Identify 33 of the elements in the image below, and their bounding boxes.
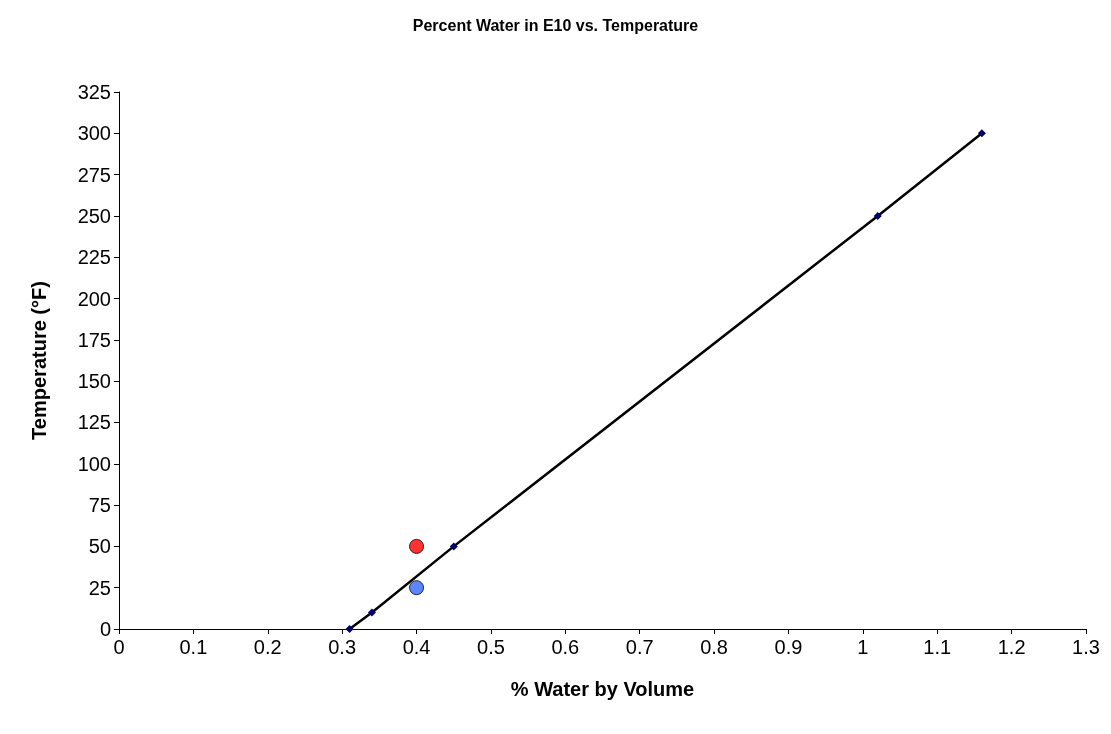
y-tick-label: 300 bbox=[77, 122, 111, 145]
y-tick-label: 250 bbox=[77, 204, 111, 227]
y-tick-label: 75 bbox=[88, 494, 111, 517]
y-tick-label: 100 bbox=[77, 452, 111, 475]
point bbox=[409, 580, 425, 596]
y-tick-label: 0 bbox=[99, 618, 111, 640]
y-tick-label: 150 bbox=[77, 370, 111, 393]
x-tick-label: 1.3 bbox=[1072, 636, 1100, 658]
x-tick-label: 0.3 bbox=[328, 636, 357, 658]
y-tick-label: 25 bbox=[88, 576, 111, 599]
chart-title: Percent Water in E10 vs. Temperature bbox=[412, 16, 699, 34]
x-tick-label: 0.6 bbox=[551, 636, 580, 658]
x-tick-label: 0.2 bbox=[253, 636, 282, 658]
x-tick-label: 0.7 bbox=[625, 636, 654, 658]
y-tick-label: 175 bbox=[77, 328, 111, 351]
y-tick-label: 325 bbox=[77, 81, 111, 103]
x-tick-label: 1 bbox=[857, 636, 869, 658]
y-tick-label: 200 bbox=[77, 287, 111, 310]
x-tick-label: 0.1 bbox=[179, 636, 208, 658]
x-tick-label: 0.4 bbox=[402, 636, 431, 658]
y-tick-label: 125 bbox=[77, 411, 111, 434]
y-tick-label: 275 bbox=[77, 163, 111, 186]
x-tick-label: 1.2 bbox=[997, 636, 1026, 658]
x-tick-label: 0.9 bbox=[774, 636, 803, 658]
x-axis-title: % Water by Volume bbox=[510, 678, 695, 700]
y-tick-label: 50 bbox=[88, 535, 111, 558]
point bbox=[409, 538, 425, 554]
x-tick-label: 0.8 bbox=[700, 636, 728, 658]
x-tick-label: 0 bbox=[113, 636, 125, 658]
x-tick-label: 0.5 bbox=[477, 636, 505, 658]
y-tick-label: 225 bbox=[77, 246, 111, 269]
x-tick-label: 1.1 bbox=[923, 636, 952, 658]
y-axis-title: Temperature (°F) bbox=[28, 281, 50, 440]
